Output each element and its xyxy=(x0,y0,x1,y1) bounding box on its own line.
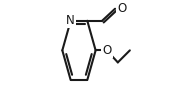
Text: O: O xyxy=(117,2,126,15)
Text: O: O xyxy=(102,44,111,57)
Text: N: N xyxy=(66,14,75,27)
